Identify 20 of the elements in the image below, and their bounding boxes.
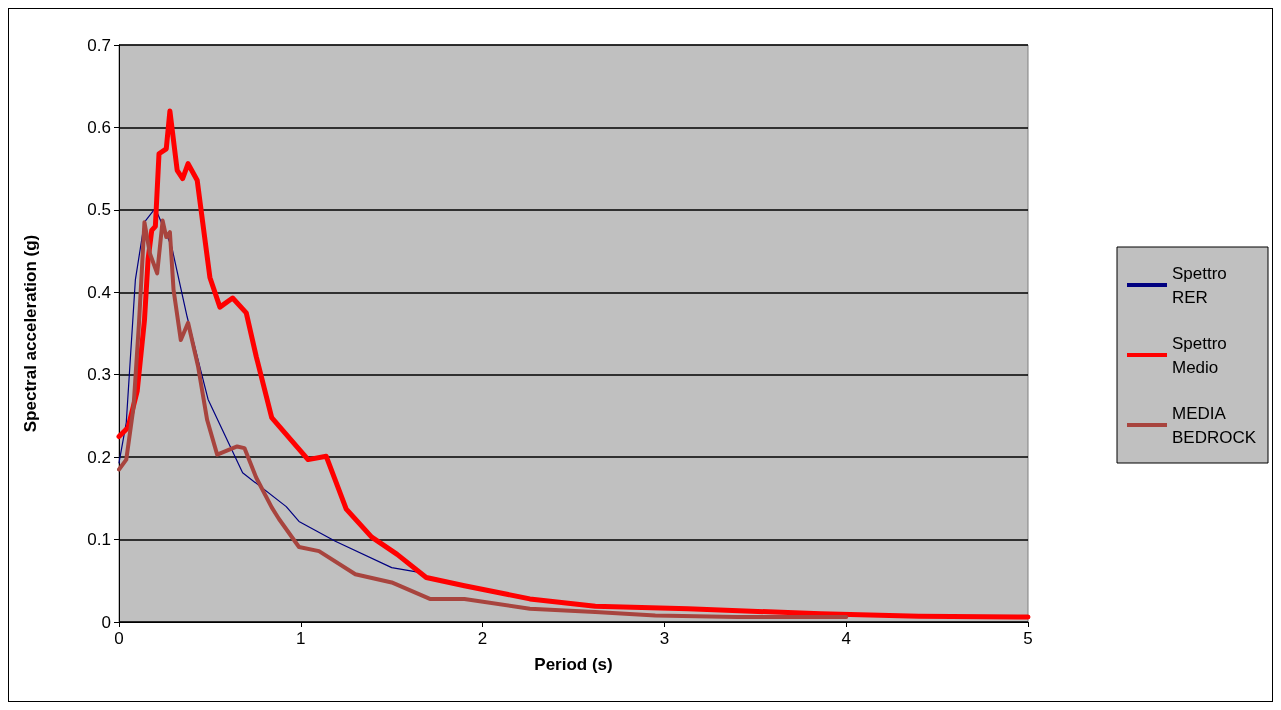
legend-label: MEDIA BEDROCK	[1172, 403, 1257, 447]
y-tick-label: 0	[101, 612, 111, 632]
y-tick-label: 0.3	[87, 365, 111, 385]
y-tick-label: 0.1	[87, 530, 111, 550]
line-series	[117, 218, 849, 620]
x-tick-label: 2	[477, 629, 488, 648]
y-tick-label: 0.5	[87, 200, 111, 220]
legend-label: Spettro RER	[1172, 263, 1232, 307]
x-tick-label: 5	[1023, 629, 1033, 648]
x-tick-label: 0	[114, 629, 124, 648]
y-tick-label: 0.6	[87, 117, 111, 137]
y-tick-label: 0.7	[87, 35, 111, 55]
y-tick-label: 0.2	[87, 447, 111, 467]
legend-label: Spettro Medio	[1172, 333, 1232, 377]
x-axis-title: Period (s)	[534, 655, 613, 674]
y-tick-label: 0.4	[87, 282, 111, 302]
x-tick-label: 1	[296, 629, 306, 648]
x-tick-label: 4	[841, 629, 851, 648]
x-tick-label: 3	[659, 629, 670, 648]
y-axis-title: Spectral acceleration (g)	[21, 234, 40, 433]
